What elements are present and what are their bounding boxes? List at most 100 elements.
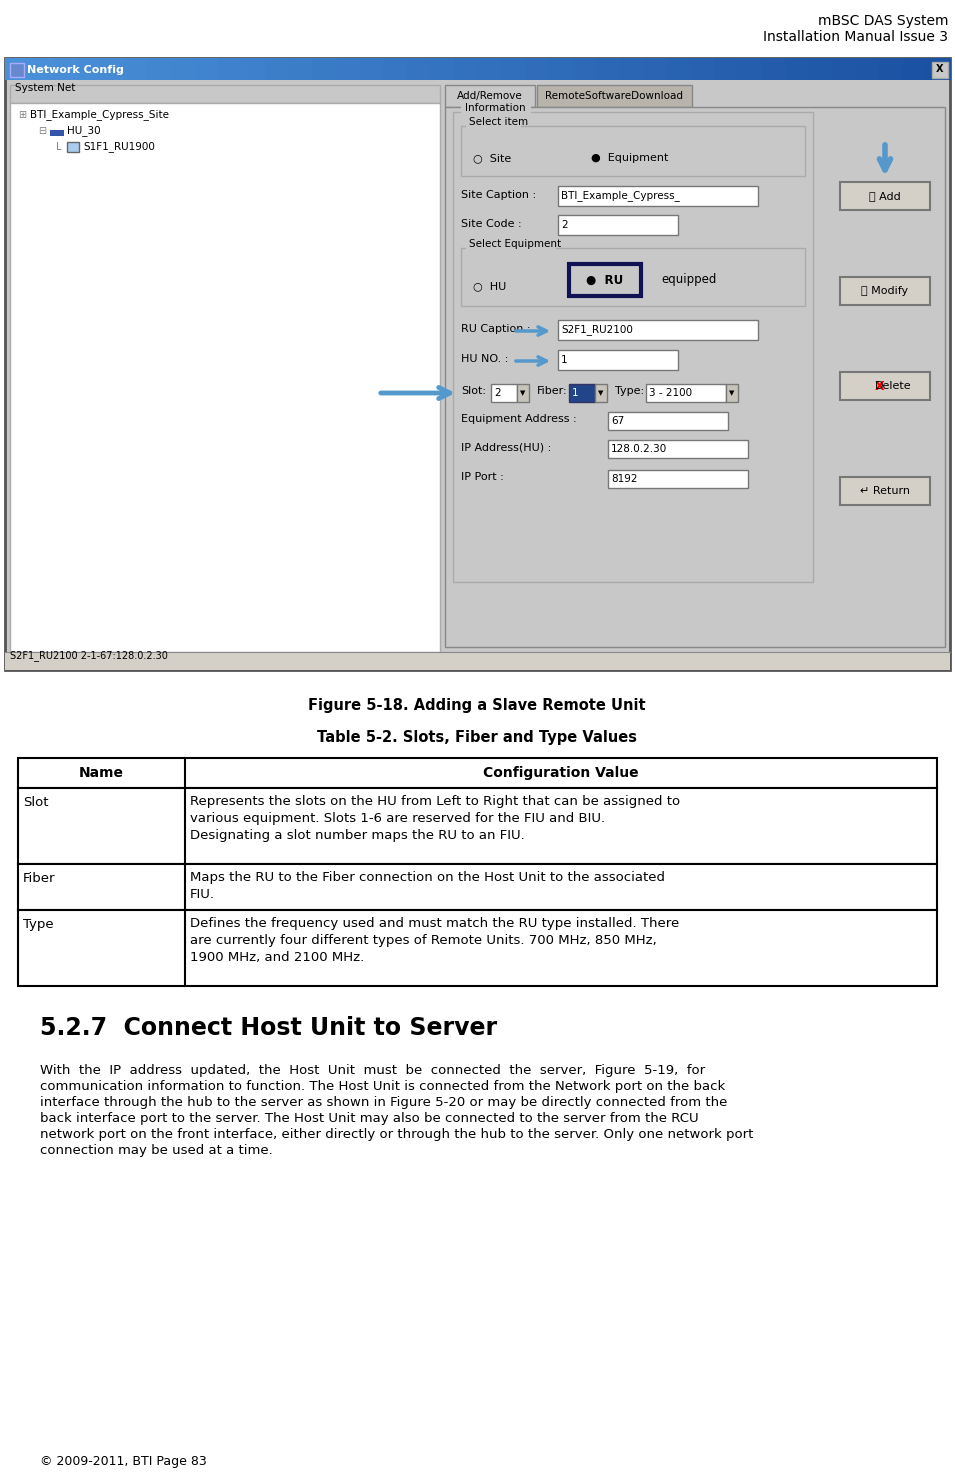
Text: Table 5-2. Slots, Fiber and Type Values: Table 5-2. Slots, Fiber and Type Values xyxy=(317,730,637,745)
Bar xyxy=(713,57,738,79)
Bar xyxy=(194,57,219,79)
Text: 1: 1 xyxy=(572,389,579,397)
Text: Add/Remove: Add/Remove xyxy=(457,91,523,102)
Bar xyxy=(537,85,692,107)
Bar xyxy=(359,57,384,79)
Bar xyxy=(5,652,950,670)
Bar xyxy=(461,247,805,306)
Text: 8192: 8192 xyxy=(611,474,638,484)
Text: 2: 2 xyxy=(494,389,500,397)
Text: Type: Type xyxy=(23,919,53,930)
Text: © 2009-2011, BTI Page 83: © 2009-2011, BTI Page 83 xyxy=(40,1454,206,1468)
Text: HU NO. :: HU NO. : xyxy=(461,353,508,364)
Bar xyxy=(569,263,641,296)
Bar xyxy=(880,57,903,79)
Bar xyxy=(856,57,881,79)
Text: S2F1_RU2100 2-1-67:128.0.2.30: S2F1_RU2100 2-1-67:128.0.2.30 xyxy=(10,651,168,661)
Bar xyxy=(478,57,502,79)
Text: ▼: ▼ xyxy=(730,390,734,396)
Bar xyxy=(619,57,644,79)
Bar xyxy=(407,57,432,79)
Bar xyxy=(5,57,30,79)
Text: network port on the front interface, either directly or through the hub to the s: network port on the front interface, eit… xyxy=(40,1128,753,1141)
Text: IP Port :: IP Port : xyxy=(461,473,503,481)
Text: Type:: Type: xyxy=(615,386,644,396)
Text: X: X xyxy=(875,380,885,393)
Bar xyxy=(840,183,930,210)
Bar xyxy=(18,864,937,910)
Bar xyxy=(558,215,678,236)
Text: L: L xyxy=(56,141,61,152)
Bar xyxy=(608,412,728,430)
Text: ○  HU: ○ HU xyxy=(473,281,506,291)
Bar xyxy=(99,57,124,79)
Text: 67: 67 xyxy=(611,417,625,425)
Bar xyxy=(466,116,521,128)
Bar xyxy=(445,107,945,648)
Bar xyxy=(5,57,950,670)
Text: With  the  IP  address  updated,  the  Host  Unit  must  be  connected  the  ser: With the IP address updated, the Host Un… xyxy=(40,1064,705,1078)
Text: HU_30: HU_30 xyxy=(67,125,100,137)
Text: ⊟: ⊟ xyxy=(38,127,46,135)
Bar xyxy=(737,57,762,79)
Bar xyxy=(288,57,313,79)
Text: ●  RU: ● RU xyxy=(586,274,624,287)
Bar xyxy=(454,57,478,79)
Bar xyxy=(461,127,805,177)
Text: Slot:: Slot: xyxy=(461,386,486,396)
Bar xyxy=(336,57,360,79)
Text: Site Code :: Site Code : xyxy=(461,219,521,230)
Bar xyxy=(840,477,930,505)
Bar xyxy=(832,57,857,79)
Text: Select Equipment: Select Equipment xyxy=(469,238,562,249)
Bar xyxy=(808,57,833,79)
Text: BTI_Example_Cypress_Site: BTI_Example_Cypress_Site xyxy=(30,109,169,121)
Bar xyxy=(501,57,526,79)
Bar xyxy=(932,62,948,78)
Text: Select item: Select item xyxy=(469,116,528,127)
Text: interface through the hub to the server as shown in Figure 5-20 or may be direct: interface through the hub to the server … xyxy=(40,1097,728,1108)
Bar xyxy=(67,141,79,152)
Text: ⎘ Modify: ⎘ Modify xyxy=(861,286,908,296)
Bar xyxy=(569,384,595,402)
Bar xyxy=(75,57,100,79)
Bar xyxy=(596,57,620,79)
Bar xyxy=(524,57,549,79)
Bar xyxy=(608,470,748,489)
Bar xyxy=(170,57,195,79)
Bar xyxy=(431,57,455,79)
Bar xyxy=(383,57,408,79)
Text: connection may be used at a time.: connection may be used at a time. xyxy=(40,1144,273,1157)
Text: 5.2.7  Connect Host Unit to Server: 5.2.7 Connect Host Unit to Server xyxy=(40,1016,498,1041)
Text: IP Address(HU) :: IP Address(HU) : xyxy=(461,442,551,452)
Bar xyxy=(902,57,927,79)
Text: ↵ Return: ↵ Return xyxy=(860,486,910,496)
Text: 3 - 2100: 3 - 2100 xyxy=(649,389,692,397)
Bar xyxy=(690,57,714,79)
Bar xyxy=(667,57,691,79)
Text: Maps the RU to the Fiber connection on the Host Unit to the associated
FIU.: Maps the RU to the Fiber connection on t… xyxy=(190,871,665,901)
Text: Configuration Value: Configuration Value xyxy=(483,765,639,780)
Text: 128.0.2.30: 128.0.2.30 xyxy=(611,445,668,453)
Text: Represents the slots on the HU from Left to Right that can be assigned to
variou: Represents the slots on the HU from Left… xyxy=(190,795,680,842)
Text: 2: 2 xyxy=(561,219,567,230)
Text: Delete: Delete xyxy=(875,381,911,392)
Bar xyxy=(646,384,726,402)
Bar xyxy=(572,57,597,79)
Bar xyxy=(726,384,738,402)
Text: ●  Equipment: ● Equipment xyxy=(591,153,668,163)
Text: Site Caption :: Site Caption : xyxy=(461,190,536,200)
Bar xyxy=(461,102,531,113)
Text: Figure 5-18. Adding a Slave Remote Unit: Figure 5-18. Adding a Slave Remote Unit xyxy=(308,698,646,712)
Bar xyxy=(466,238,556,250)
Bar xyxy=(445,85,535,107)
Bar xyxy=(491,384,517,402)
Bar xyxy=(18,910,937,986)
Bar xyxy=(50,130,64,135)
Text: ⎘ Add: ⎘ Add xyxy=(869,191,901,202)
Text: Fiber:: Fiber: xyxy=(537,386,567,396)
Bar xyxy=(29,57,53,79)
Text: 1: 1 xyxy=(561,355,567,365)
Text: ⊞: ⊞ xyxy=(18,110,26,121)
Text: Equipment Address :: Equipment Address : xyxy=(461,414,577,424)
